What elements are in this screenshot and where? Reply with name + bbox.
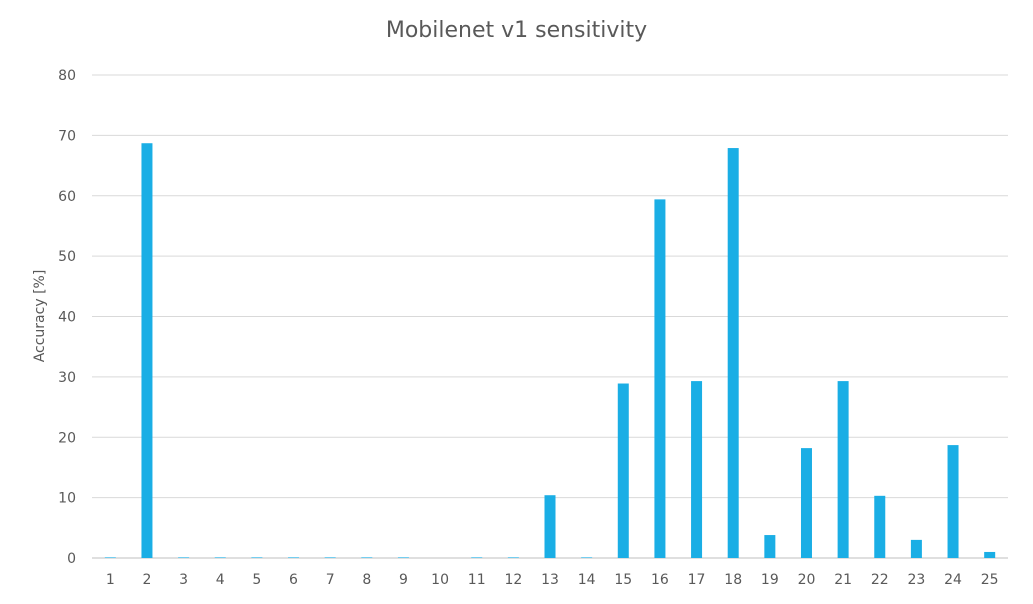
x-tick-label: 15: [614, 572, 632, 588]
x-tick-label: 1: [106, 572, 115, 588]
bar: [910, 539, 922, 558]
x-tick-label: 25: [981, 572, 999, 588]
bar: [544, 495, 556, 558]
y-tick-label: 10: [58, 491, 76, 507]
bar: [581, 557, 593, 558]
bar: [471, 557, 483, 558]
x-axis-ticks: 1 2 3 4 5 6 7 8 9 10 11 12 13 14 15 16 17 18 19 20 21 22 23 24 2…: [106, 572, 999, 588]
bar: [800, 448, 812, 558]
bar: [178, 557, 190, 558]
bar: [397, 557, 409, 558]
x-tick-label: 7: [326, 572, 335, 588]
y-axis-ticks: 0 10 20 30 40 50 60 70 80: [58, 68, 76, 567]
x-tick-label: 24: [944, 572, 962, 588]
bar: [288, 557, 300, 558]
x-tick-label: 11: [468, 572, 486, 588]
bar: [947, 445, 959, 558]
bar: [507, 557, 519, 558]
bar: [324, 557, 336, 558]
y-tick-label: 20: [58, 430, 76, 446]
bar: [617, 383, 629, 558]
gridlines: [92, 74, 1008, 559]
x-tick-label: 3: [179, 572, 188, 588]
bar: [104, 557, 116, 558]
bar: [764, 535, 776, 558]
y-tick-label: 50: [58, 249, 76, 265]
x-tick-label: 17: [688, 572, 706, 588]
x-tick-label: 9: [399, 572, 408, 588]
y-tick-label: 40: [58, 310, 76, 326]
bar: [141, 143, 153, 558]
y-tick-label: 0: [67, 551, 76, 567]
x-tick-label: 2: [142, 572, 151, 588]
x-tick-label: 18: [724, 572, 742, 588]
bar: [984, 551, 996, 558]
x-tick-label: 21: [834, 572, 852, 588]
x-tick-label: 19: [761, 572, 779, 588]
bars: [104, 143, 996, 558]
bar: [727, 148, 739, 558]
x-tick-label: 14: [578, 572, 596, 588]
x-tick-label: 8: [362, 572, 371, 588]
x-tick-label: 5: [252, 572, 261, 588]
x-tick-label: 16: [651, 572, 669, 588]
x-tick-label: 13: [541, 572, 559, 588]
y-tick-label: 60: [58, 189, 76, 205]
bar: [654, 199, 666, 558]
bar: [837, 381, 849, 558]
x-tick-label: 20: [798, 572, 816, 588]
x-tick-label: 6: [289, 572, 298, 588]
y-tick-label: 70: [58, 128, 76, 144]
y-axis-title: Accuracy [%]: [32, 270, 48, 363]
bar: [361, 557, 373, 558]
x-tick-label: 4: [216, 572, 225, 588]
y-tick-label: 30: [58, 370, 76, 386]
bar: [874, 495, 886, 558]
x-tick-label: 10: [431, 572, 449, 588]
bar: [251, 557, 263, 558]
bar: [214, 557, 226, 558]
chart-title: Mobilenet v1 sensitivity: [385, 18, 648, 43]
y-tick-label: 80: [58, 68, 76, 84]
x-tick-label: 22: [871, 572, 889, 588]
x-tick-label: 23: [907, 572, 925, 588]
x-tick-label: 12: [504, 572, 522, 588]
bar: [691, 381, 703, 558]
